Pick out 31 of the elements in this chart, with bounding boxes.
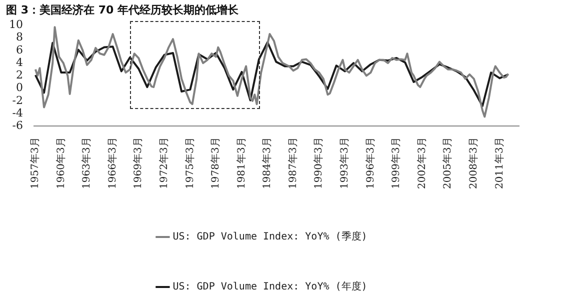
x-tick-label: 1966年3月: [106, 137, 118, 189]
x-tick-label: 1972年3月: [158, 137, 170, 189]
y-tick-label: 0: [16, 81, 23, 94]
y-tick-label: 8: [16, 30, 23, 44]
x-tick-label: 1957年3月: [29, 137, 42, 189]
x-tick-label: 1975年3月: [184, 137, 196, 189]
x-tick-label: 2005年3月: [442, 137, 454, 189]
chart-title: 图 3：美国经济在 70 年代经历较长期的低增长: [6, 3, 240, 16]
x-tick-label: 1996年3月: [364, 137, 376, 189]
x-tick-label: 1981年3月: [235, 137, 248, 189]
x-tick-label: 1978年3月: [210, 137, 222, 189]
y-tick-label: -4: [12, 106, 23, 120]
x-tick-label: 1993年3月: [338, 137, 351, 189]
x-tick-label: 2011年3月: [493, 137, 506, 189]
x-tick-label: 1963年3月: [80, 137, 93, 189]
x-tick-label: 2008年3月: [467, 137, 480, 189]
y-tick-label: 10: [8, 18, 23, 32]
x-tick-label: 1984年3月: [261, 137, 274, 189]
y-tick-label: -6: [12, 119, 23, 132]
x-tick-label: 1969年3月: [132, 137, 144, 189]
x-tick-label: 1999年3月: [390, 137, 402, 189]
y-tick-label: -2: [12, 94, 23, 107]
y-tick-label: 6: [16, 43, 23, 56]
x-tick-label: 1960年3月: [54, 137, 67, 189]
x-tick-label: 2002年3月: [416, 137, 428, 189]
legend-label: US: GDP Volume Index: YoY% (季度): [172, 230, 368, 243]
y-tick-label: 4: [16, 56, 23, 69]
x-tick-label: 1990年3月: [312, 137, 325, 189]
x-tick-label: 1987年3月: [286, 137, 299, 189]
legend-label: US: GDP Volume Index: YoY% (年度): [172, 280, 368, 293]
y-tick-label: 2: [16, 68, 23, 82]
